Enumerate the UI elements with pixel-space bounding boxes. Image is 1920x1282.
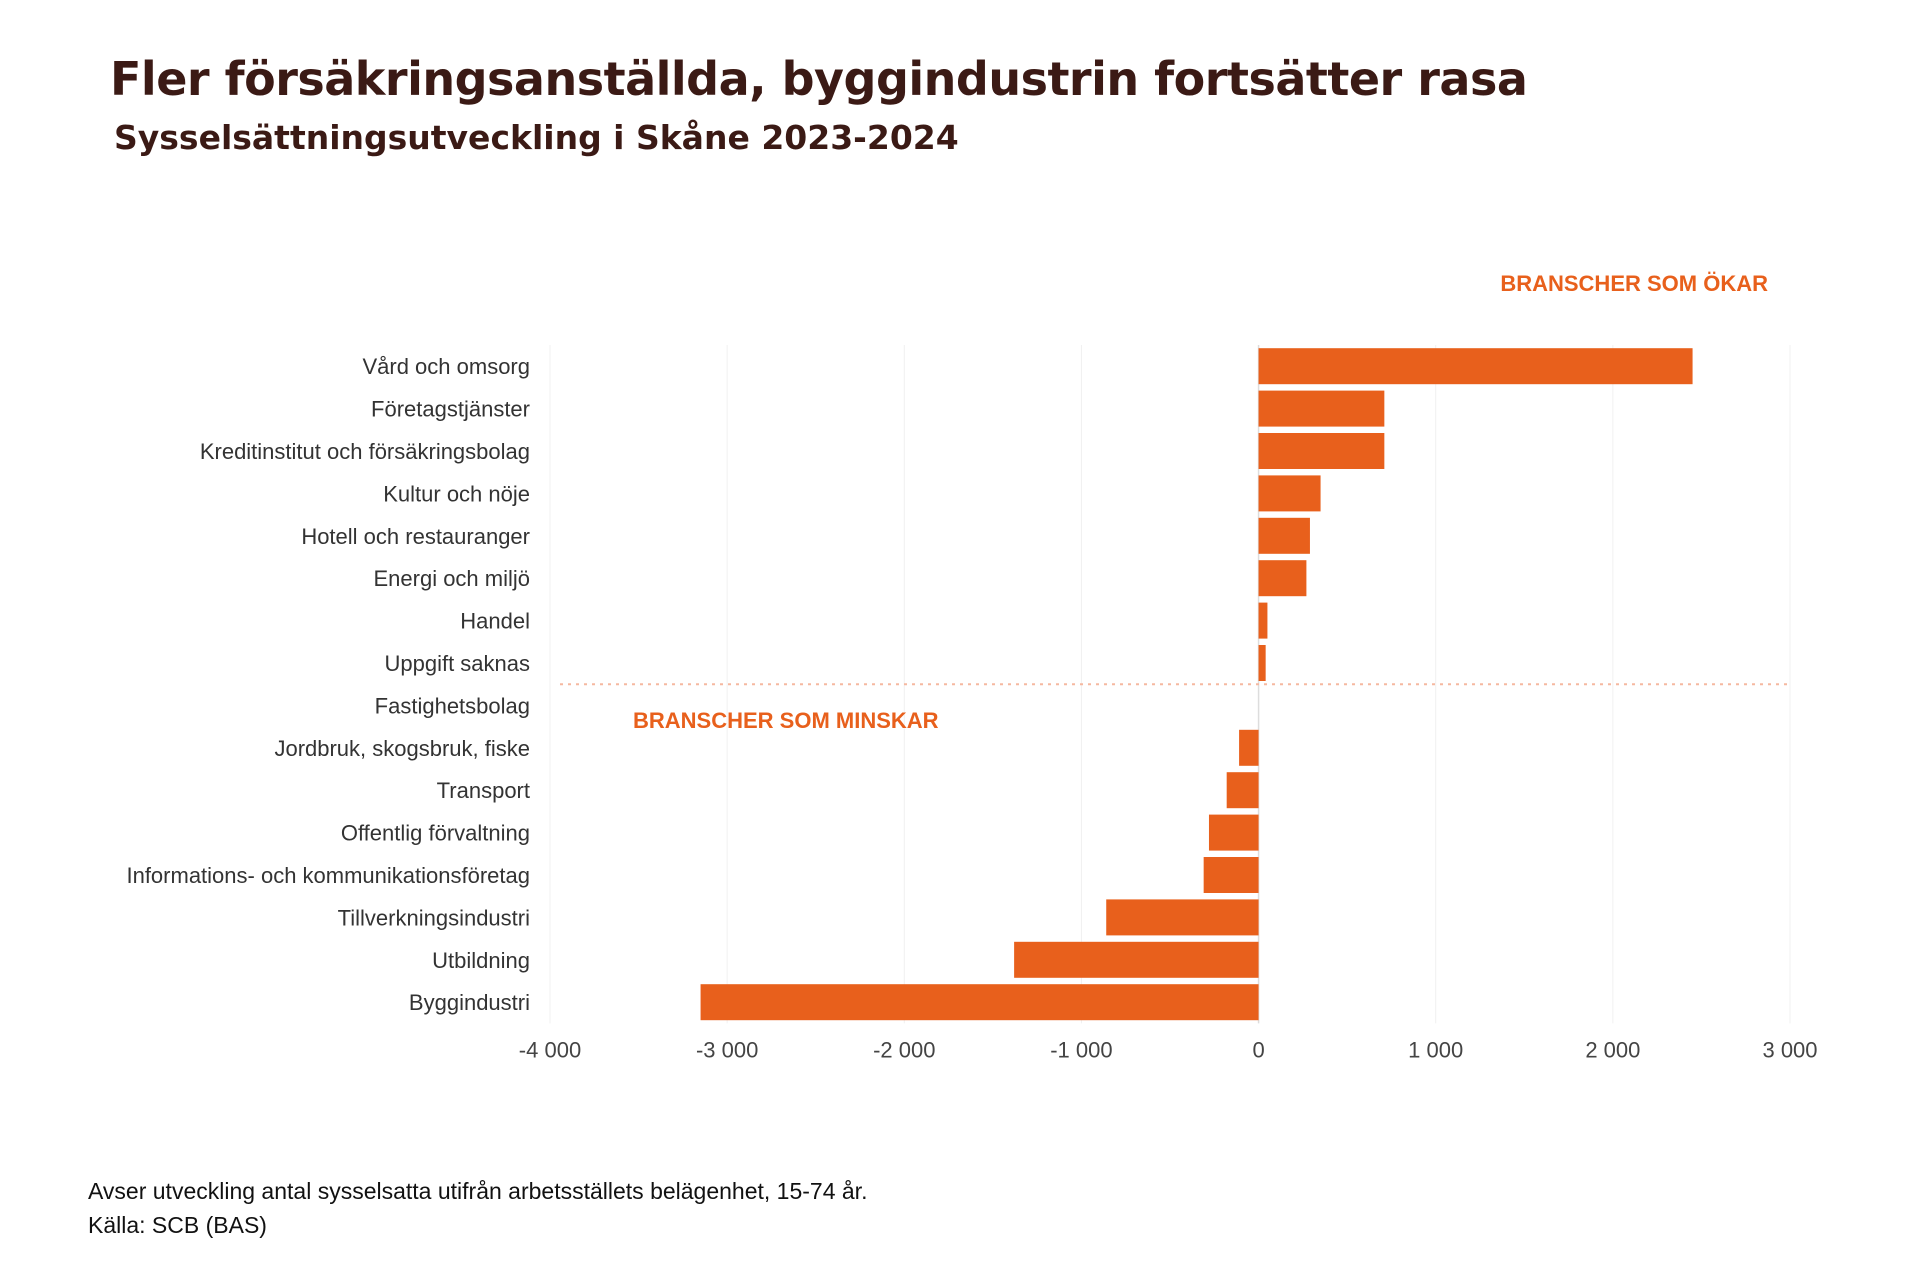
category-label: Byggindustri (409, 990, 530, 1015)
footnote-source: Källa: SCB (BAS) (88, 1212, 267, 1238)
bar (1239, 729, 1259, 766)
footnote-description: Avser utveckling antal sysselsatta utifr… (88, 1178, 868, 1204)
bar (1106, 899, 1259, 936)
x-tick-label: -4 000 (519, 1037, 581, 1062)
x-tick-label: 0 (1252, 1037, 1264, 1062)
annotation-decrease: BRANSCHER SOM MINSKAR (633, 708, 939, 733)
category-label: Företagstjänster (371, 397, 530, 422)
chart-subtitle: Sysselsättningsutveckling i Skåne 2023-2… (114, 118, 959, 157)
category-label: Uppgift saknas (384, 651, 530, 676)
category-label: Utbildning (432, 948, 530, 973)
category-label: Energi och miljö (373, 566, 530, 591)
bar (1258, 433, 1385, 469)
x-tick-label: -2 000 (873, 1037, 935, 1062)
bar (1014, 941, 1259, 978)
category-label: Hotell och restauranger (301, 524, 530, 549)
bar (1258, 390, 1385, 427)
x-tick-label: 3 000 (1762, 1037, 1817, 1062)
category-label: Kultur och nöje (383, 481, 530, 506)
x-tick-label: 2 000 (1585, 1037, 1640, 1062)
category-label: Transport (437, 778, 530, 803)
bar (1258, 645, 1266, 681)
bars (700, 348, 1693, 1021)
annotation-increase: BRANSCHER SOM ÖKAR (1500, 271, 1768, 296)
bar (1258, 517, 1310, 554)
category-label: Kreditinstitut och försäkringsbolag (200, 439, 530, 464)
bar (1208, 814, 1259, 851)
bar (1258, 348, 1693, 385)
category-label: Jordbruk, skogsbruk, fiske (274, 736, 530, 761)
category-label: Vård och omsorg (362, 354, 530, 379)
x-tick-labels: -4 000 -3 000 -2 000 -1 000 0 1 000 2 000 3 000 (519, 1037, 1818, 1062)
category-labels: Vård och omsorg Företagstjänster Kreditins… (126, 354, 530, 1015)
x-tick-label: -1 000 (1050, 1037, 1112, 1062)
x-tick-label: 1 000 (1408, 1037, 1463, 1062)
bar (700, 984, 1259, 1021)
x-tick-label: -3 000 (696, 1037, 758, 1062)
category-label: Tillverkningsindustri (338, 905, 530, 930)
bar (1226, 772, 1259, 809)
chart-title: Fler försäkringsanställda, byggindustrin… (110, 52, 1528, 106)
bar (1258, 602, 1268, 639)
category-label: Informations- och kommunikationsföretag (126, 863, 530, 888)
bar (1203, 857, 1259, 893)
bar (1258, 560, 1307, 597)
category-label: Fastighetsbolag (375, 693, 530, 718)
bar (1258, 475, 1321, 512)
category-label: Offentlig förvaltning (341, 821, 530, 846)
category-label: Handel (460, 609, 530, 634)
